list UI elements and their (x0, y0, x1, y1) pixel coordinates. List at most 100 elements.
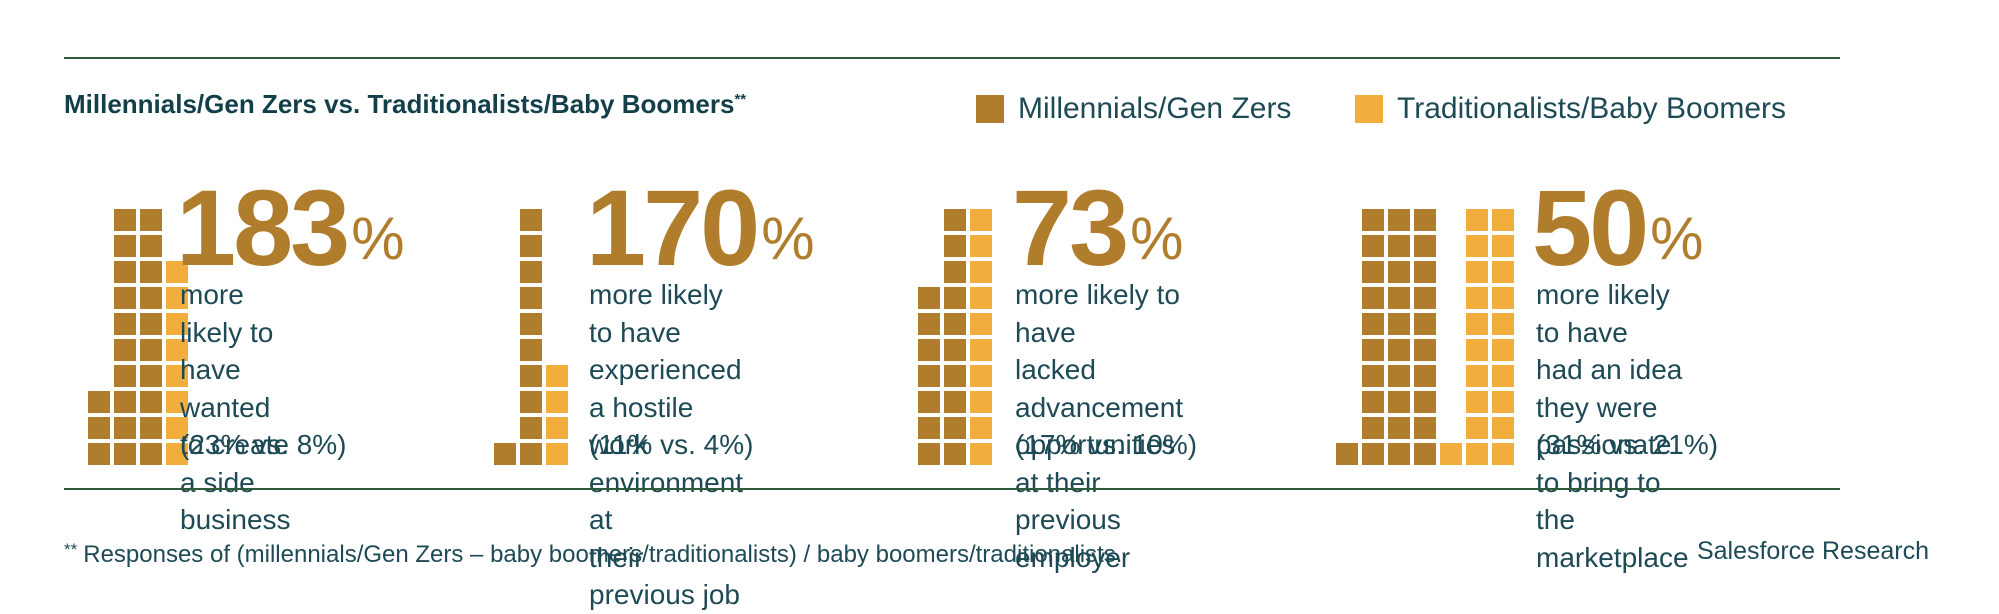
square-traditionalists (1492, 209, 1514, 231)
square-millennials (1414, 209, 1436, 231)
stat-value: 170 (586, 167, 760, 288)
square-millennials (1362, 365, 1384, 387)
stat-description: more likely to have experienced a hostil… (589, 279, 744, 610)
square-traditionalists (970, 339, 992, 361)
stat-headline: 183% (176, 174, 405, 282)
square-millennials (944, 391, 966, 413)
square-millennials (520, 235, 542, 257)
square-traditionalists (166, 261, 188, 283)
square-millennials (1414, 287, 1436, 309)
square-millennials (1388, 287, 1410, 309)
square-millennials (140, 443, 162, 465)
square-millennials (140, 235, 162, 257)
square-millennials (1414, 313, 1436, 335)
square-millennials (944, 261, 966, 283)
footnote: ** Responses of (millennials/Gen Zers – b… (64, 540, 1122, 569)
square-millennials (1362, 443, 1384, 465)
stat-comparison: (31% vs. 21%) (1536, 429, 1719, 460)
square-millennials (114, 417, 136, 439)
square-millennials (944, 443, 966, 465)
stat-value: 183 (176, 167, 350, 288)
square-traditionalists (970, 391, 992, 413)
square-traditionalists (546, 443, 568, 465)
square-millennials (114, 365, 136, 387)
square-millennials (1362, 391, 1384, 413)
square-millennials (520, 261, 542, 283)
square-millennials (140, 417, 162, 439)
stat-headline: 170% (586, 174, 815, 282)
square-millennials (944, 287, 966, 309)
square-millennials (1388, 261, 1410, 283)
square-millennials (918, 391, 940, 413)
square-traditionalists (166, 287, 188, 309)
square-millennials (1388, 209, 1410, 231)
stat-description: more likely to have wanted to create a s… (180, 279, 291, 535)
square-millennials (918, 339, 940, 361)
square-traditionalists (1440, 443, 1462, 465)
square-traditionalists (166, 313, 188, 335)
legend-swatch-traditionalists (1355, 95, 1383, 123)
square-millennials (1362, 261, 1384, 283)
stat-headline: 50% (1532, 174, 1704, 282)
square-millennials (520, 209, 542, 231)
square-millennials (114, 313, 136, 335)
square-traditionalists (1466, 235, 1488, 257)
square-millennials (114, 261, 136, 283)
square-millennials (1388, 313, 1410, 335)
square-traditionalists (1466, 339, 1488, 361)
square-millennials (114, 209, 136, 231)
square-traditionalists (166, 417, 188, 439)
stat-value: 50 (1532, 167, 1649, 288)
stat-comparison: (11% vs. 4%) (589, 429, 754, 460)
square-millennials (140, 365, 162, 387)
square-millennials (1414, 339, 1436, 361)
square-traditionalists (1466, 391, 1488, 413)
square-millennials (520, 391, 542, 413)
square-millennials (1336, 443, 1358, 465)
square-traditionalists (1466, 365, 1488, 387)
square-traditionalists (970, 417, 992, 439)
square-millennials (114, 339, 136, 361)
square-millennials (944, 339, 966, 361)
square-traditionalists (546, 417, 568, 439)
square-millennials (1414, 443, 1436, 465)
square-traditionalists (1466, 443, 1488, 465)
top-divider (64, 57, 1840, 59)
square-traditionalists (970, 443, 992, 465)
stat-unit: % (761, 205, 815, 272)
square-millennials (114, 443, 136, 465)
square-millennials (140, 209, 162, 231)
square-millennials (1362, 313, 1384, 335)
square-millennials (88, 417, 110, 439)
square-traditionalists (970, 209, 992, 231)
square-traditionalists (166, 339, 188, 361)
footnote-text: Responses of (millennials/Gen Zers – bab… (83, 541, 1123, 568)
square-millennials (88, 391, 110, 413)
square-millennials (918, 287, 940, 309)
source-credit: Salesforce Research (1696, 537, 1929, 565)
square-millennials (1414, 391, 1436, 413)
square-millennials (1388, 339, 1410, 361)
square-millennials (140, 391, 162, 413)
square-millennials (918, 443, 940, 465)
square-millennials (1414, 235, 1436, 257)
square-millennials (1388, 365, 1410, 387)
stat-headline: 73% (1012, 174, 1184, 282)
stat-unit: % (351, 205, 405, 272)
square-millennials (1414, 365, 1436, 387)
square-millennials (88, 443, 110, 465)
title-footnote-mark: ** (734, 91, 747, 108)
square-millennials (520, 443, 542, 465)
square-traditionalists (1492, 261, 1514, 283)
square-traditionalists (970, 287, 992, 309)
square-traditionalists (1492, 443, 1514, 465)
square-millennials (944, 365, 966, 387)
square-millennials (140, 287, 162, 309)
square-traditionalists (970, 235, 992, 257)
square-traditionalists (166, 365, 188, 387)
square-millennials (494, 443, 516, 465)
chart-title-text: Millennials/Gen Zers vs. Traditionalists… (64, 89, 735, 119)
square-millennials (1388, 235, 1410, 257)
square-millennials (918, 417, 940, 439)
square-traditionalists (1492, 365, 1514, 387)
